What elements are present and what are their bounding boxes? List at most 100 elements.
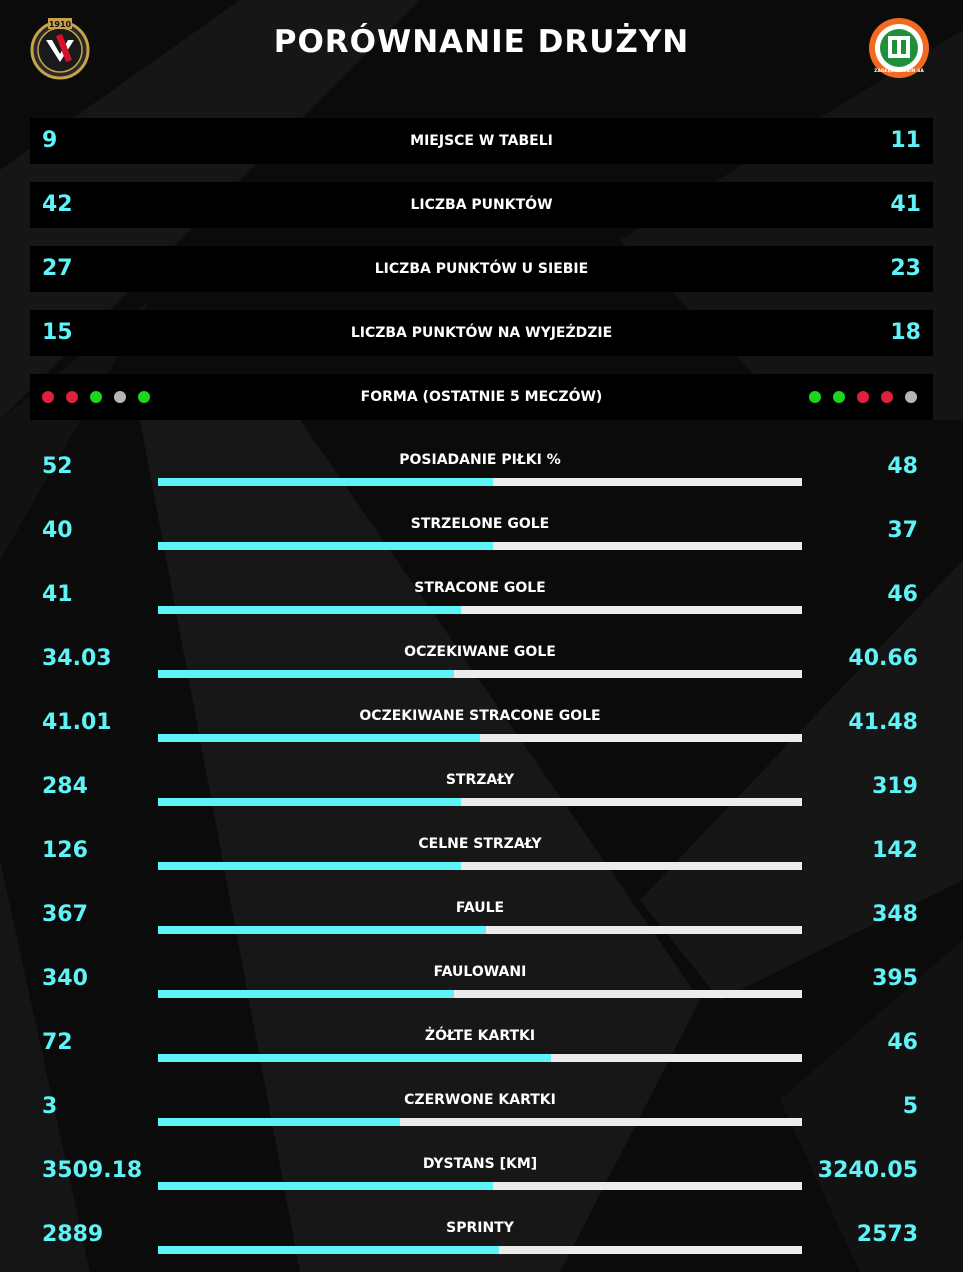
comparison-bar-fill [158, 670, 455, 678]
comparison-bar [158, 1246, 802, 1254]
home-value: 41 [42, 582, 73, 607]
stat-label: LICZBA PUNKTÓW [410, 197, 553, 213]
stat-row: 40 STRZELONE GOLE 37 [0, 498, 963, 562]
home-value: 40 [42, 518, 73, 543]
away-value: 5 [902, 1094, 918, 1119]
away-value: 3240.05 [817, 1158, 918, 1183]
home-value: 9 [42, 128, 58, 153]
summary-row: 42 LICZBA PUNKTÓW 41 [30, 182, 933, 228]
comparison-bar-fill [158, 1054, 551, 1062]
stat-label: ŻÓŁTE KARTKI [424, 1028, 536, 1044]
stat-label: CELNE STRZAŁY [418, 836, 542, 852]
away-value: 37 [887, 518, 918, 543]
home-value: 52 [42, 454, 73, 479]
stat-label: POSIADANIE PIŁKI % [399, 452, 561, 468]
page-title: PORÓWNANIE DRUŻYN [273, 24, 690, 60]
stat-row: 126 CELNE STRZAŁY 142 [0, 818, 963, 882]
comparison-bar [158, 926, 802, 934]
away-value: 46 [887, 1030, 918, 1055]
comparison-bar-fill [158, 798, 461, 806]
stat-label: STRZELONE GOLE [410, 516, 550, 532]
comparison-bar-fill [158, 1246, 500, 1254]
summary-row: 27 LICZBA PUNKTÓW U SIEBIE 23 [30, 246, 933, 292]
form-win-dot [809, 391, 821, 403]
away-value: 142 [872, 838, 918, 863]
comparison-bar [158, 798, 802, 806]
comparison-bar-fill [158, 542, 493, 550]
stat-row: 340 FAULOWANI 395 [0, 946, 963, 1010]
comparison-bar-fill [158, 990, 455, 998]
form-row: FORMA (OSTATNIE 5 MECZÓW) [30, 374, 933, 420]
away-value: 319 [872, 774, 918, 799]
stat-row: 41.01 OCZEKIWANE STRACONE GOLE 41.48 [0, 690, 963, 754]
away-value: 348 [872, 902, 918, 927]
crest-text: ZAGŁĘBIE LUBIN SA [874, 68, 924, 74]
form-draw-dot [905, 391, 917, 403]
stat-label: LICZBA PUNKTÓW NA WYJEŹDZIE [350, 325, 613, 341]
stat-label: DYSTANS [KM] [422, 1156, 538, 1172]
form-loss-dot [42, 391, 54, 403]
home-value: 15 [42, 320, 73, 345]
form-win-dot [833, 391, 845, 403]
away-value: 41.48 [848, 710, 918, 735]
stat-row: 2889 SPRINTY 2573 [0, 1202, 963, 1266]
stat-label: OCZEKIWANE STRACONE GOLE [359, 708, 601, 724]
stat-row: 52 POSIADANIE PIŁKI % 48 [0, 434, 963, 498]
comparison-bar [158, 606, 802, 614]
home-form-dots [42, 391, 150, 403]
stat-label: SPRINTY [446, 1220, 514, 1236]
comparison-bar [158, 862, 802, 870]
stat-label: LICZBA PUNKTÓW U SIEBIE [374, 261, 589, 277]
form-label: FORMA (OSTATNIE 5 MECZÓW) [360, 389, 603, 405]
comparison-bar [158, 734, 802, 742]
comparison-bar [158, 1182, 802, 1190]
home-value: 340 [42, 966, 88, 991]
home-value: 42 [42, 192, 73, 217]
away-value: 23 [890, 256, 921, 281]
stat-row: 72 ŻÓŁTE KARTKI 46 [0, 1010, 963, 1074]
away-value: 2573 [856, 1222, 918, 1247]
stat-row: 41 STRACONE GOLE 46 [0, 562, 963, 626]
stat-row: 3 CZERWONE KARTKI 5 [0, 1074, 963, 1138]
comparison-bar-fill [158, 1118, 400, 1126]
form-win-dot [90, 391, 102, 403]
home-value: 3509.18 [42, 1158, 143, 1183]
form-loss-dot [66, 391, 78, 403]
away-value: 11 [890, 128, 921, 153]
stat-label: FAULOWANI [433, 964, 527, 980]
away-value: 18 [890, 320, 921, 345]
comparison-bar-fill [158, 862, 461, 870]
comparison-bar [158, 1054, 802, 1062]
home-value: 367 [42, 902, 88, 927]
widzew-crest-icon: 1910 [30, 18, 90, 80]
home-value: 126 [42, 838, 88, 863]
home-value: 34.03 [42, 646, 112, 671]
stat-label: FAULE [455, 900, 505, 916]
home-value: 41.01 [42, 710, 112, 735]
comparison-bar-fill [158, 606, 461, 614]
comparison-bar-fill [158, 734, 480, 742]
stat-label: STRZAŁY [445, 772, 515, 788]
stat-row: 284 STRZAŁY 319 [0, 754, 963, 818]
stat-label: STRACONE GOLE [414, 580, 546, 596]
summary-row: 9 MIEJSCE W TABELI 11 [30, 118, 933, 164]
form-loss-dot [857, 391, 869, 403]
form-loss-dot [881, 391, 893, 403]
comparison-bar [158, 542, 802, 550]
header: 1910 PORÓWNANIE DRUŻYN ZAGŁĘBIE LUBIN SA [0, 0, 963, 95]
comparison-bar [158, 990, 802, 998]
zaglebie-crest-icon: ZAGŁĘBIE LUBIN SA [869, 18, 929, 78]
crest-year: 1910 [49, 20, 72, 29]
away-value: 48 [887, 454, 918, 479]
stat-row: 34.03 OCZEKIWANE GOLE 40.66 [0, 626, 963, 690]
away-form-dots [809, 391, 917, 403]
summary-row: 15 LICZBA PUNKTÓW NA WYJEŹDZIE 18 [30, 310, 933, 356]
home-value: 3 [42, 1094, 58, 1119]
stat-row: 367 FAULE 348 [0, 882, 963, 946]
stat-label: CZERWONE KARTKI [404, 1092, 556, 1108]
away-value: 395 [872, 966, 918, 991]
comparison-bar-fill [158, 1182, 493, 1190]
home-value: 284 [42, 774, 88, 799]
comparison-bar [158, 478, 802, 486]
